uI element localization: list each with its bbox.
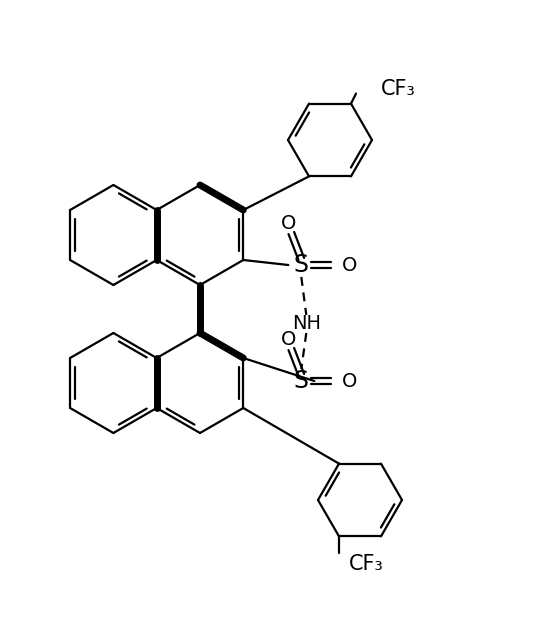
Text: O: O [281, 330, 296, 349]
Text: CF₃: CF₃ [349, 554, 384, 574]
Text: S: S [294, 369, 309, 393]
Text: CF₃: CF₃ [381, 79, 416, 99]
Text: NH: NH [292, 314, 321, 333]
Text: O: O [341, 255, 357, 275]
Text: O: O [281, 214, 296, 232]
Text: S: S [294, 253, 309, 277]
Text: O: O [341, 371, 357, 390]
